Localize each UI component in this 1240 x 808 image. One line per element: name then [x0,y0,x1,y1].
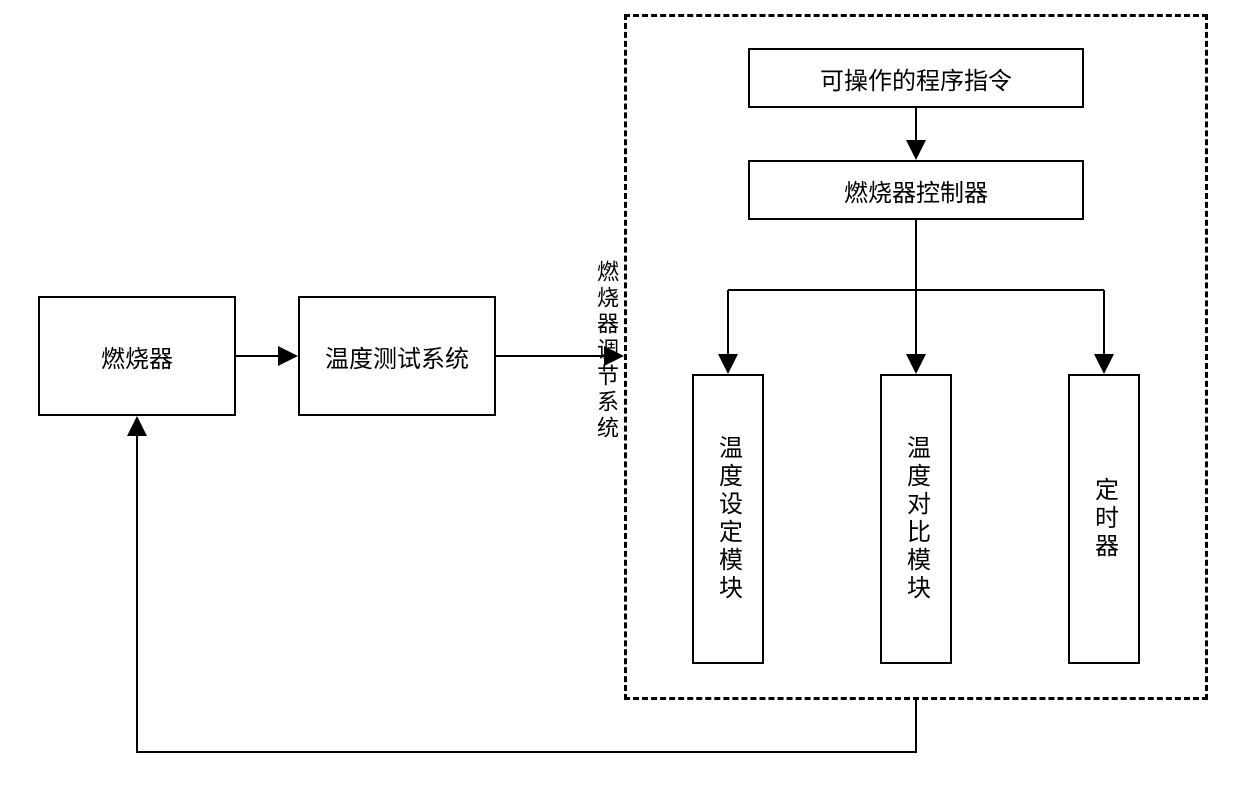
temp-test-label: 温度测试系统 [325,339,469,374]
burner-ctrl-box: 燃烧器控制器 [748,160,1084,220]
timer-label: 定时器 [1087,477,1122,561]
prog-instr-box: 可操作的程序指令 [748,48,1084,108]
system-container-label: 燃烧器调节系统 [590,260,622,442]
temp-set-box: 温度设定模块 [692,374,764,664]
burner-label: 燃烧器 [101,339,173,374]
temp-test-box: 温度测试系统 [298,296,496,416]
prog-instr-label: 可操作的程序指令 [820,61,1012,96]
timer-box: 定时器 [1068,374,1140,664]
temp-compare-label: 温度对比模块 [899,435,934,603]
burner-ctrl-label: 燃烧器控制器 [844,173,988,208]
temp-set-label: 温度设定模块 [711,435,746,603]
temp-compare-box: 温度对比模块 [880,374,952,664]
burner-box: 燃烧器 [38,296,236,416]
